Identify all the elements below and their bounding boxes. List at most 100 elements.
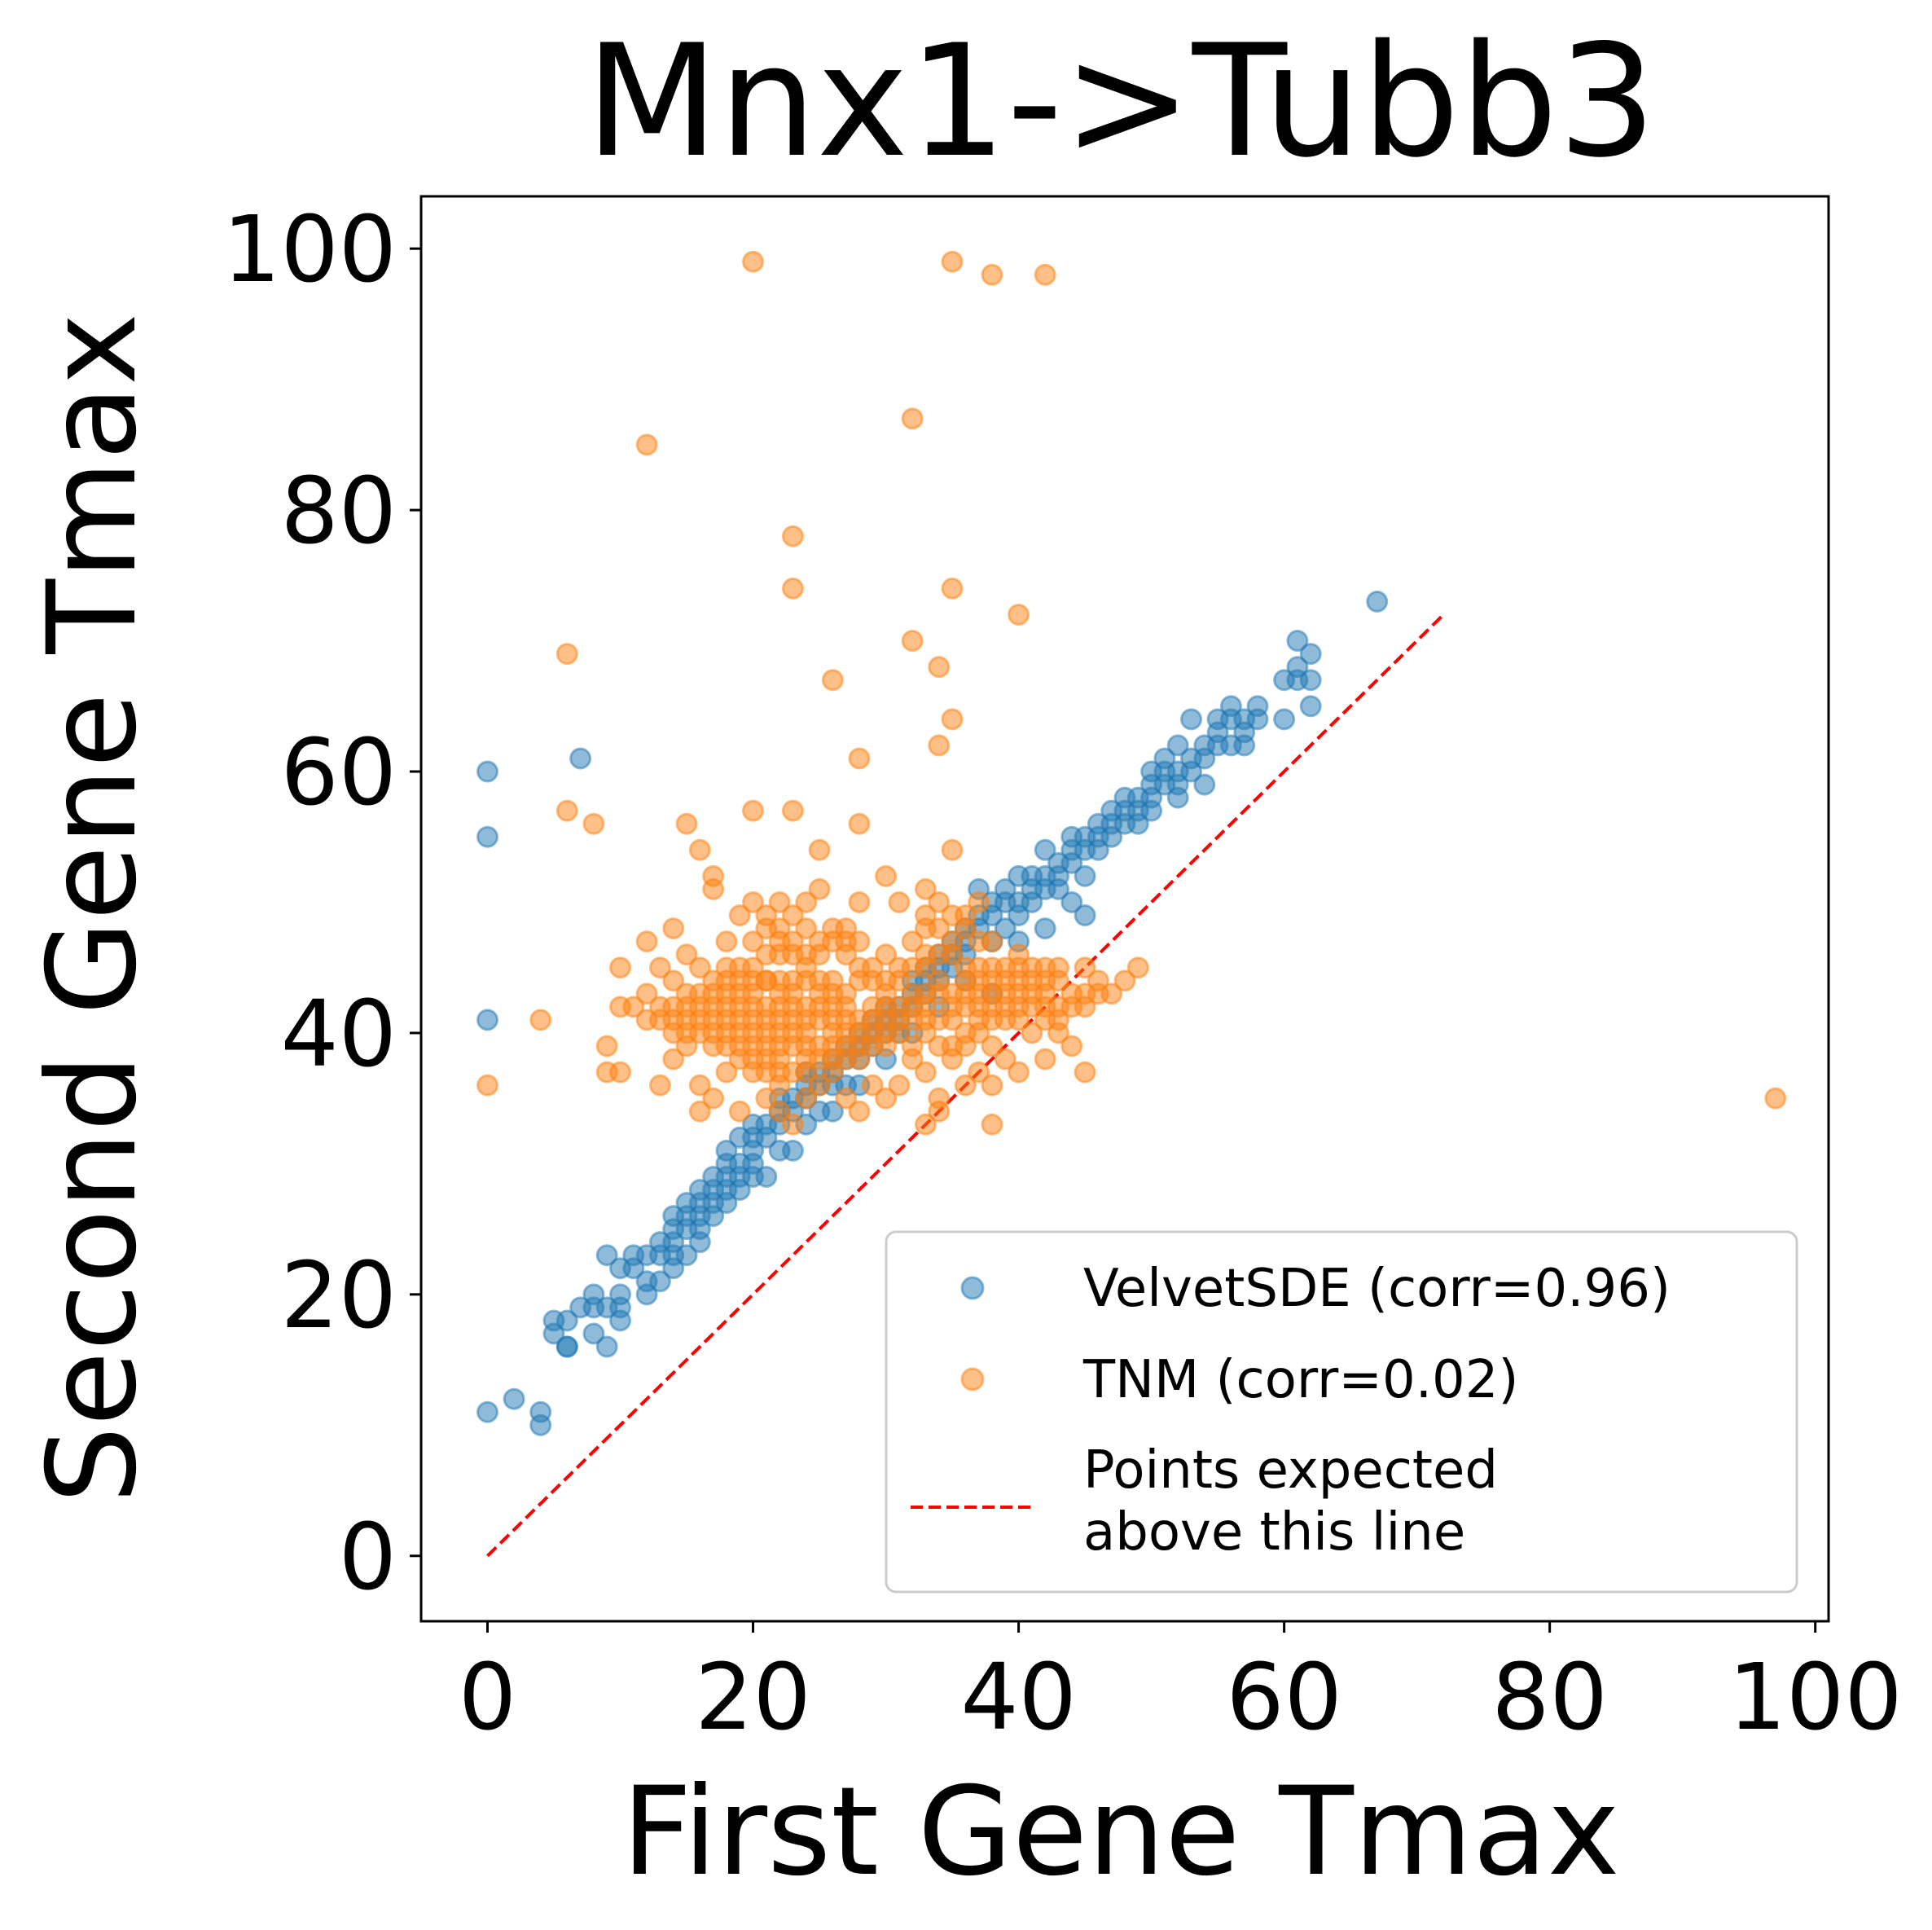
data-point <box>715 1139 738 1162</box>
data-point <box>1764 1087 1787 1110</box>
data-point <box>808 877 831 900</box>
data-point <box>1034 1048 1056 1071</box>
data-point <box>808 838 831 861</box>
data-point <box>662 969 685 992</box>
data-point <box>768 1139 791 1162</box>
data-point <box>848 812 871 835</box>
series-layer <box>476 250 1787 1436</box>
data-point <box>901 1035 924 1057</box>
data-point <box>781 1113 804 1136</box>
data-point <box>768 1100 791 1123</box>
data-point <box>1074 1061 1096 1084</box>
legend-marker-tnm <box>960 1367 985 1391</box>
data-point <box>755 917 778 940</box>
data-point <box>1233 734 1256 757</box>
data-point <box>1166 734 1189 757</box>
data-point <box>781 525 804 547</box>
data-point <box>928 943 951 966</box>
data-point <box>981 263 1003 286</box>
data-point <box>981 1074 1003 1097</box>
data-point <box>928 1100 951 1123</box>
data-point <box>981 1113 1003 1136</box>
data-point <box>795 917 818 940</box>
data-point <box>635 983 658 1005</box>
data-point <box>928 890 951 913</box>
x-tick-label: 100 <box>1728 1645 1903 1751</box>
data-point <box>595 1035 618 1057</box>
data-point <box>888 996 911 1018</box>
data-point <box>529 1009 552 1031</box>
data-point <box>821 1100 844 1123</box>
data-point <box>582 1296 605 1319</box>
data-point <box>941 1009 964 1031</box>
data-point <box>795 890 818 913</box>
data-point <box>648 956 671 979</box>
data-point <box>715 956 738 979</box>
data-point <box>529 1413 552 1436</box>
data-point <box>901 930 924 953</box>
data-point <box>1193 773 1216 796</box>
data-point <box>542 1322 565 1345</box>
data-point <box>901 407 924 430</box>
data-point <box>742 890 765 913</box>
data-point <box>662 1048 685 1071</box>
data-point <box>476 1074 499 1097</box>
data-point <box>728 1100 751 1123</box>
y-axis-ticks: 0 20 40 60 80 100 <box>222 197 421 1611</box>
y-tick-label: 40 <box>280 982 397 1088</box>
data-point <box>768 890 791 913</box>
data-point <box>875 1087 898 1110</box>
data-point <box>848 1022 871 1044</box>
data-point <box>795 943 818 966</box>
data-point <box>1366 590 1389 613</box>
data-point <box>742 250 765 273</box>
y-tick-label: 60 <box>280 720 397 826</box>
data-point <box>848 930 871 953</box>
y-tick-label: 80 <box>280 459 397 565</box>
data-point <box>928 969 951 992</box>
data-point <box>795 1061 818 1084</box>
data-point <box>1047 1009 1069 1031</box>
data-point <box>941 1035 964 1057</box>
data-point <box>861 1035 884 1057</box>
data-point <box>675 812 698 835</box>
data-point <box>1047 877 1069 900</box>
data-point <box>688 956 711 979</box>
data-point <box>941 577 964 600</box>
data-point <box>914 983 937 1005</box>
data-point <box>1140 799 1163 822</box>
data-point <box>742 799 765 822</box>
data-point <box>595 1335 618 1358</box>
data-point <box>662 1244 685 1267</box>
data-point <box>968 890 990 913</box>
data-point <box>968 930 990 953</box>
data-point <box>875 969 898 992</box>
data-point <box>914 1113 937 1136</box>
data-point <box>688 1074 711 1097</box>
data-point <box>901 1009 924 1031</box>
data-point <box>1193 747 1216 770</box>
data-point <box>888 1074 911 1097</box>
data-point <box>1060 1035 1083 1057</box>
data-point <box>941 930 964 953</box>
series-1 <box>476 250 1787 1136</box>
data-point <box>1087 838 1109 861</box>
data-point <box>1246 708 1269 731</box>
data-point <box>688 838 711 861</box>
data-point <box>795 996 818 1018</box>
data-point <box>848 956 871 979</box>
x-tick-label: 0 <box>459 1645 516 1751</box>
legend-label-tnm: TNM (corr=0.02) <box>1082 1350 1518 1410</box>
data-point <box>808 969 831 992</box>
data-point <box>675 943 698 966</box>
data-point <box>994 877 1016 900</box>
data-point <box>555 1309 578 1332</box>
data-point <box>875 1022 898 1044</box>
data-point <box>1087 983 1109 1005</box>
data-point <box>582 1322 605 1345</box>
data-point <box>1074 864 1096 887</box>
data-point <box>1008 956 1030 979</box>
data-point <box>835 996 858 1018</box>
data-point <box>1034 838 1056 861</box>
